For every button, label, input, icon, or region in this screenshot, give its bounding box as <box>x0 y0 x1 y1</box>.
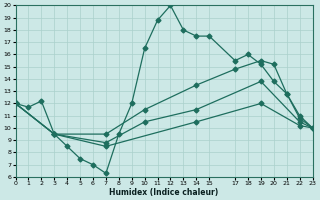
X-axis label: Humidex (Indice chaleur): Humidex (Indice chaleur) <box>109 188 219 197</box>
